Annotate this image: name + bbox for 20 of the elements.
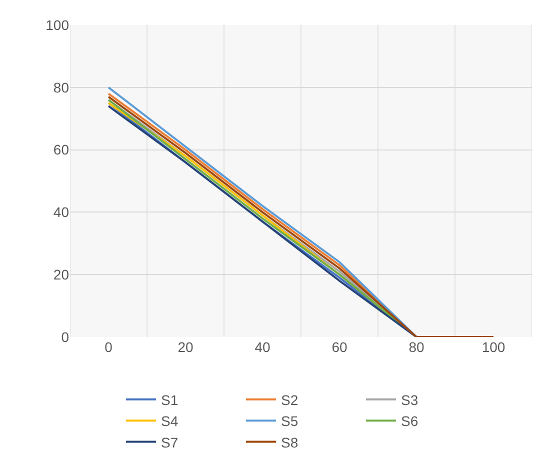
- x-tick-label: 100: [482, 339, 506, 355]
- x-tick-label: 60: [332, 339, 348, 355]
- y-tick-label: 100: [46, 16, 70, 33]
- legend-label: S8: [281, 434, 298, 450]
- y-tick-label: 40: [53, 204, 70, 220]
- y-tick-label: 0: [61, 328, 70, 345]
- legend-label: S3: [401, 392, 418, 408]
- x-tick-label: 80: [408, 339, 424, 355]
- legend-label: S5: [281, 413, 298, 430]
- legend-label: S7: [161, 434, 178, 450]
- legend-label: S6: [401, 413, 418, 430]
- legend-label: S2: [281, 392, 298, 408]
- x-tick-label: 20: [178, 339, 194, 355]
- x-tick-label: 40: [254, 339, 270, 355]
- x-tick-label: 0: [104, 339, 113, 355]
- legend-label: S4: [161, 413, 178, 430]
- y-tick-label: 20: [53, 266, 70, 282]
- y-tick-label: 60: [53, 142, 70, 158]
- legend-label: S1: [161, 392, 178, 408]
- y-tick-label: 80: [53, 79, 70, 96]
